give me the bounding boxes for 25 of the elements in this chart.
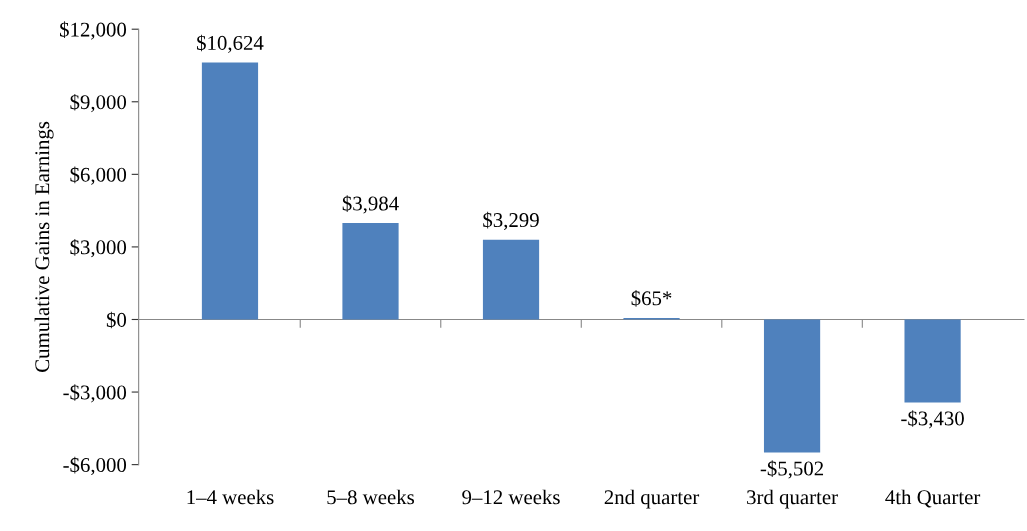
- data-label: -$3,430: [901, 410, 964, 429]
- y-tick-label: $6,000: [70, 166, 127, 185]
- x-tick-label: 3rd quarter: [747, 489, 838, 509]
- data-label: $3,984: [342, 195, 399, 214]
- bar: [201, 62, 259, 320]
- x-tick-label: 1–4 weeks: [187, 489, 274, 505]
- y-tick-label: -$3,000: [63, 384, 127, 403]
- data-label: $10,624: [197, 34, 264, 53]
- y-tick-label: $0: [106, 311, 127, 329]
- data-label: $65*: [631, 290, 672, 307]
- y-tick-label: $9,000: [70, 93, 127, 113]
- y-tick-label: -$6,000: [63, 456, 127, 476]
- bar: [342, 223, 399, 320]
- data-label: -$5,502: [760, 460, 824, 479]
- x-tick-label: 2nd quarter: [604, 489, 700, 509]
- y-axis-title: Cumulative Gains in Earnings: [34, 121, 54, 372]
- x-tick-label: 5–8 weeks: [327, 489, 415, 505]
- bar: [763, 319, 821, 453]
- bar: [904, 319, 961, 403]
- y-tick-label: $3,000: [70, 239, 127, 258]
- bar: [482, 239, 540, 320]
- x-tick-label: 4th Quarter: [885, 489, 981, 508]
- y-tick-label: $12,000: [60, 21, 127, 40]
- data-label: $3,299: [483, 211, 539, 231]
- x-tick-label: 9–12 weeks: [462, 489, 560, 505]
